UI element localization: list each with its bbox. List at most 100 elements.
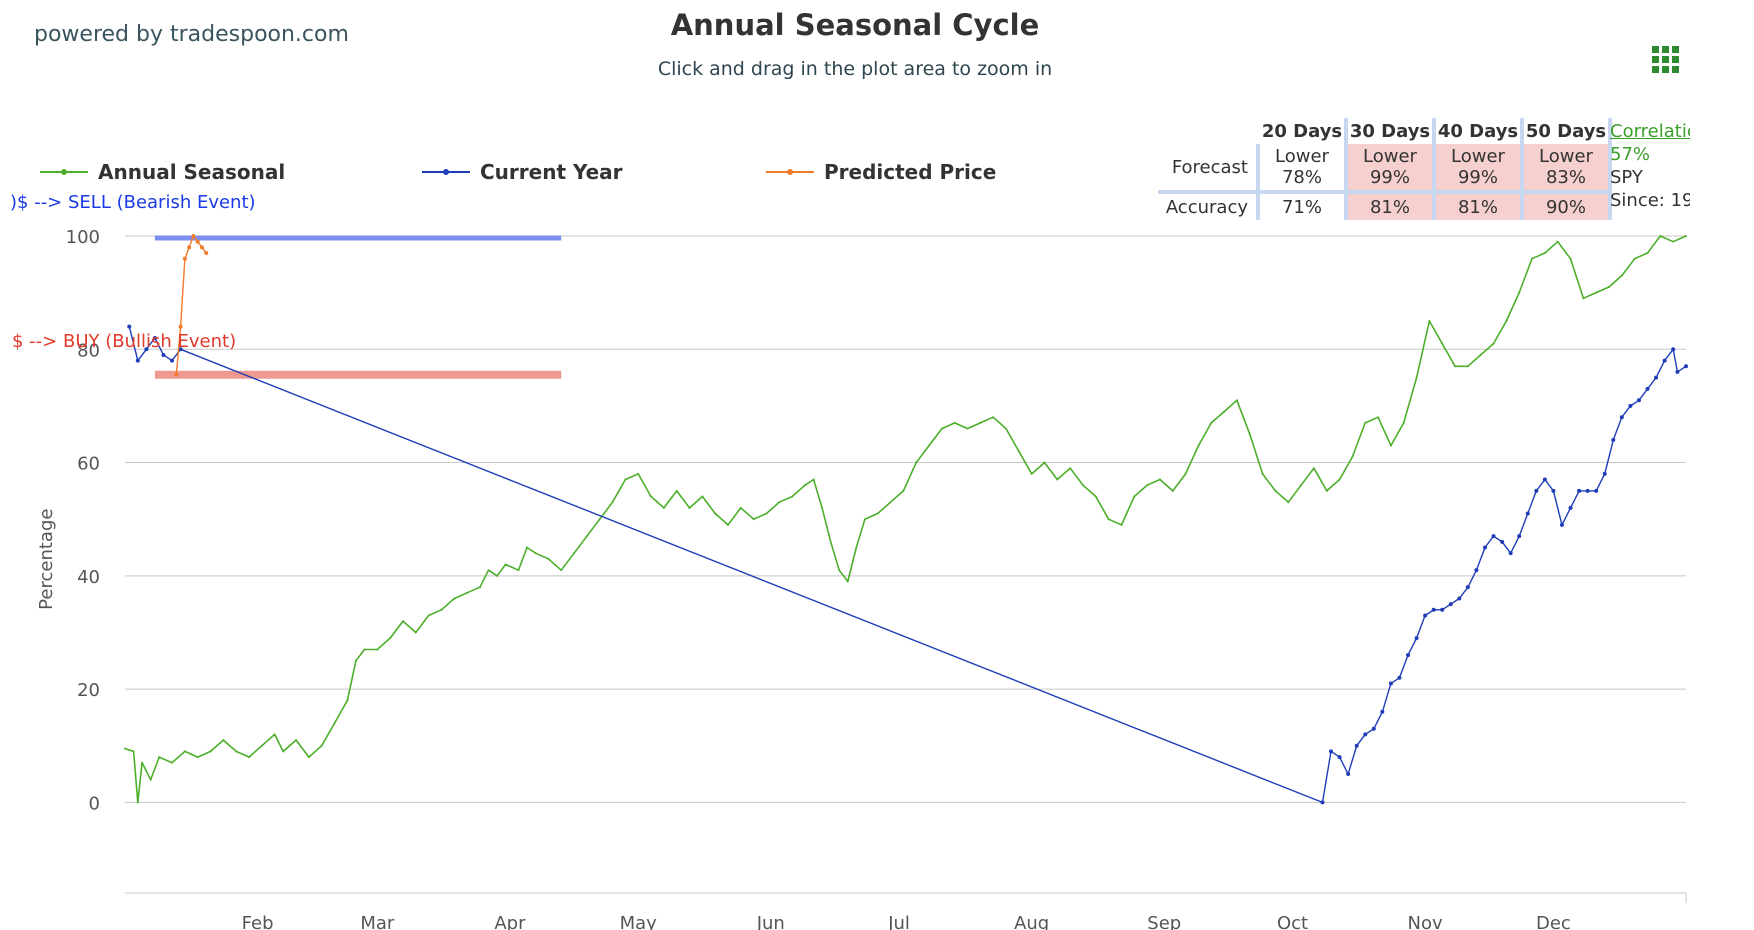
data-point [846,580,849,583]
forecast-dir: Lower [1363,146,1417,167]
y-tick-label: 100 [66,227,100,248]
y-tick-label: 40 [77,567,100,588]
data-point [401,620,404,623]
accuracy-cell-20: 71% [1260,194,1348,220]
data-point [1397,675,1402,680]
data-point [1389,444,1392,447]
data-point [1659,235,1662,237]
data-point [1654,375,1659,380]
data-point [953,421,956,424]
forecast-dir: Lower [1539,146,1593,167]
forecast-pct: 83% [1545,167,1586,188]
data-point [1133,495,1136,498]
data-point [838,569,841,572]
x-tick-label: Nov [1408,913,1443,930]
data-point [573,552,576,555]
data-point [1146,484,1149,487]
data-point [1491,534,1496,539]
data-point [127,324,132,329]
data-point [662,506,665,509]
data-point [1559,522,1564,527]
data-point [1320,800,1325,805]
data-point [1363,732,1368,737]
data-point [158,756,161,759]
data-point [1248,433,1251,436]
forecast-row: Forecast Lower 78% Lower 99% Lower 99% Lowe… [1158,144,1612,194]
data-point [1210,421,1213,424]
sell-annotation-label: )$ --> SELL (Bearish Event) [10,192,256,213]
powered-by-text[interactable]: powered by tradespoon.com [34,22,349,47]
data-point [174,372,179,377]
data-point [171,761,174,764]
data-point [1337,755,1342,760]
data-point [1500,539,1505,544]
data-point [739,506,742,509]
data-point [320,744,323,747]
data-point [791,495,794,498]
data-point [1184,472,1187,475]
data-point [1428,319,1431,322]
data-point [182,256,187,261]
accuracy-cell-40: 81% [1436,194,1524,220]
data-point [1457,596,1462,601]
data-point [149,778,152,781]
header-40-days: 40 Days [1436,118,1524,144]
data-point [209,750,212,753]
data-point [1568,505,1573,510]
forecast-dir: Lower [1275,146,1329,167]
data-point [598,518,601,521]
data-point [1043,461,1046,464]
data-point [414,631,417,634]
data-point [178,347,183,352]
legend-item-predicted-price[interactable]: Predicted Price [766,158,996,186]
data-point [1454,365,1457,368]
data-point [191,234,196,238]
data-point [132,750,135,753]
data-point [1223,410,1226,413]
data-point [1287,501,1290,504]
forecast-pct: 99% [1457,167,1498,188]
data-point [440,608,443,611]
data-point [141,761,144,764]
data-point [1448,602,1453,607]
data-point [902,489,905,492]
data-point [1492,342,1495,345]
data-point [1662,358,1667,363]
hamburger-grid-icon[interactable] [1652,46,1680,74]
data-point [675,489,678,492]
correlation-ticker: SPY [1610,167,1643,188]
data-point [1672,240,1675,243]
legend-label-current-year: Current Year [480,160,623,184]
data-point [855,546,858,549]
data-point [547,557,550,560]
legend-item-annual-seasonal[interactable]: Annual Seasonal [40,158,285,186]
data-point [526,546,529,549]
data-point [821,506,824,509]
data-point [1406,653,1411,658]
x-tick-label: Mar [360,913,395,930]
data-point [248,756,251,759]
forecast-table-header-row: 20 Days 30 Days 40 Days 50 Days [1158,118,1612,144]
data-point [1602,471,1607,476]
y-tick-label: 20 [77,680,100,701]
data-point [1081,484,1084,487]
x-tick-label: Sep [1147,913,1181,930]
series-line-current-year [128,326,1687,804]
data-point [1431,607,1436,612]
data-point [1594,488,1599,493]
legend-swatch-current-year [422,169,470,175]
data-point [803,484,806,487]
data-point [273,733,276,736]
correlation-panel: Correlatic 57% SPY Since: 19 [1610,120,1690,212]
legend-item-current-year[interactable]: Current Year [422,158,623,186]
data-point [1645,386,1650,391]
data-point [752,518,755,521]
data-point [1551,488,1556,493]
data-point [863,518,866,521]
data-point [354,659,357,662]
data-point [1312,467,1315,470]
data-point [222,739,225,742]
data-point [966,427,969,430]
correlation-link[interactable]: Correlatic [1610,121,1690,142]
